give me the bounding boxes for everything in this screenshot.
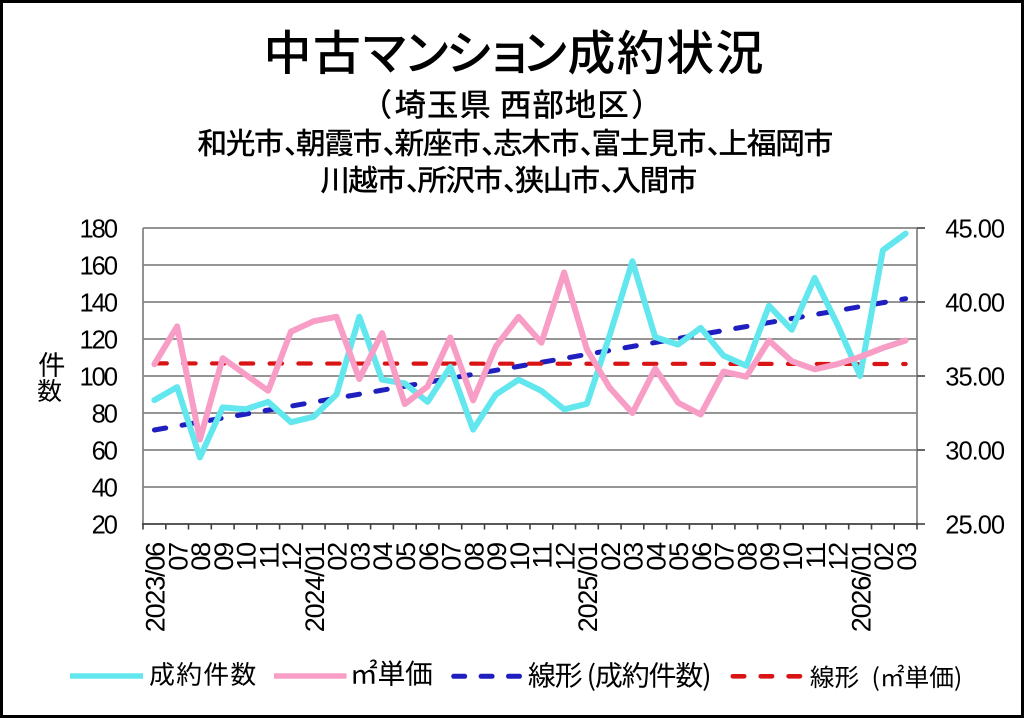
svg-text:12: 12: [550, 543, 580, 571]
svg-text:30.00: 30.00: [945, 437, 1005, 465]
svg-text:40.00: 40.00: [945, 289, 1005, 317]
svg-text:2024/01: 2024/01: [300, 543, 330, 632]
svg-text:04: 04: [641, 542, 671, 571]
svg-text:180: 180: [79, 215, 117, 243]
svg-text:08: 08: [186, 543, 216, 571]
svg-text:09: 09: [755, 543, 785, 571]
svg-text:09: 09: [482, 543, 512, 571]
svg-text:2025/01: 2025/01: [573, 543, 603, 632]
svg-text:02: 02: [869, 543, 899, 571]
svg-text:08: 08: [459, 543, 489, 571]
svg-text:09: 09: [209, 543, 239, 571]
svg-text:35.00: 35.00: [945, 363, 1005, 391]
svg-text:11: 11: [528, 543, 558, 569]
svg-text:11: 11: [254, 543, 284, 569]
svg-text:05: 05: [664, 543, 694, 571]
svg-text:07: 07: [710, 543, 740, 571]
svg-text:2026/01: 2026/01: [846, 543, 876, 632]
svg-text:20: 20: [92, 511, 118, 539]
svg-text:04: 04: [368, 542, 398, 571]
svg-text:10: 10: [778, 543, 808, 571]
svg-text:03: 03: [892, 543, 922, 571]
svg-text:45.00: 45.00: [945, 215, 1005, 243]
svg-text:02: 02: [323, 543, 353, 571]
svg-text:05: 05: [391, 543, 421, 571]
svg-text:80: 80: [92, 400, 118, 428]
svg-text:10: 10: [505, 543, 535, 571]
svg-text:40: 40: [92, 474, 118, 502]
svg-text:2023/06: 2023/06: [141, 543, 171, 632]
svg-text:12: 12: [277, 543, 307, 571]
svg-text:160: 160: [79, 252, 117, 280]
svg-text:06: 06: [414, 543, 444, 571]
svg-text:03: 03: [346, 543, 376, 571]
svg-text:140: 140: [79, 289, 117, 317]
svg-text:60: 60: [92, 437, 118, 465]
svg-text:07: 07: [437, 543, 467, 571]
svg-text:12: 12: [824, 543, 854, 571]
svg-text:08: 08: [733, 543, 763, 571]
svg-text:07: 07: [163, 543, 193, 571]
svg-text:11: 11: [801, 543, 831, 569]
svg-text:100: 100: [79, 363, 117, 391]
svg-text:120: 120: [79, 326, 117, 354]
svg-text:25.00: 25.00: [945, 511, 1005, 539]
svg-text:02: 02: [596, 543, 626, 571]
svg-text:06: 06: [687, 543, 717, 571]
svg-text:03: 03: [619, 543, 649, 571]
svg-text:10: 10: [232, 543, 262, 571]
